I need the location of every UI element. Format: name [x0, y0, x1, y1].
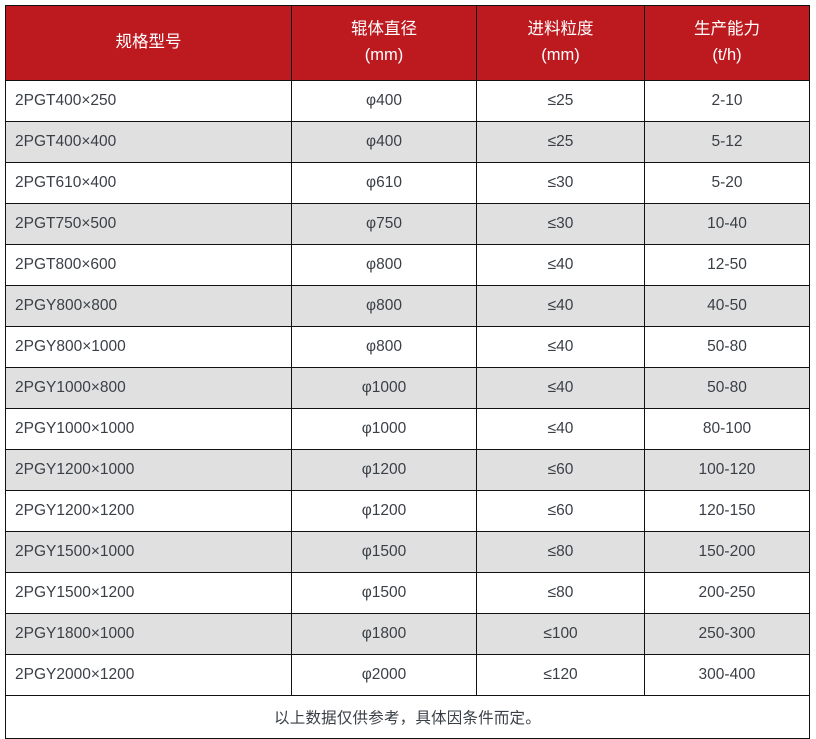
cell-model: 2PGY1500×1000 [5, 531, 292, 573]
cell-feed-size: ≤30 [476, 203, 645, 245]
cell-diameter: φ800 [291, 244, 477, 286]
cell-diameter: φ750 [291, 203, 477, 245]
table-header-row: 规格型号 辊体直径 (mm) 进料粒度 (mm) 生产能力 (t/h) [5, 5, 810, 81]
footer-note: 以上数据仅供参考，具体因条件而定。 [5, 695, 810, 739]
column-header-diameter: 辊体直径 (mm) [291, 5, 477, 81]
cell-capacity: 12-50 [644, 244, 810, 286]
cell-feed-size: ≤40 [476, 285, 645, 327]
cell-feed-size: ≤60 [476, 490, 645, 532]
cell-model: 2PGT400×250 [5, 80, 292, 122]
cell-model: 2PGT400×400 [5, 121, 292, 163]
table-row: 2PGY1000×1000 φ1000 ≤40 80-100 [5, 408, 810, 450]
cell-diameter: φ1200 [291, 490, 477, 532]
cell-feed-size: ≤100 [476, 613, 645, 655]
cell-model: 2PGY800×800 [5, 285, 292, 327]
cell-model: 2PGY1200×1000 [5, 449, 292, 491]
cell-diameter: φ800 [291, 285, 477, 327]
cell-model: 2PGT800×600 [5, 244, 292, 286]
table-body: 2PGT400×250 φ400 ≤25 2-10 2PGT400×400 φ400 ≤25… [5, 80, 810, 696]
column-header-capacity-title: 生产能力 [694, 20, 760, 39]
cell-diameter: φ1800 [291, 613, 477, 655]
cell-feed-size: ≤60 [476, 449, 645, 491]
specification-table: 规格型号 辊体直径 (mm) 进料粒度 (mm) 生产能力 (t/h) 2PGT… [5, 5, 810, 739]
cell-feed-size: ≤25 [476, 121, 645, 163]
cell-capacity: 40-50 [644, 285, 810, 327]
column-header-diameter-unit: (mm) [364, 46, 404, 64]
table-header: 规格型号 辊体直径 (mm) 进料粒度 (mm) 生产能力 (t/h) [5, 5, 810, 81]
table-row: 2PGY1000×800 φ1000 ≤40 50-80 [5, 367, 810, 409]
cell-feed-size: ≤40 [476, 244, 645, 286]
cell-model: 2PGT610×400 [5, 162, 292, 204]
cell-capacity: 5-12 [644, 121, 810, 163]
spec-table-container: 规格型号 辊体直径 (mm) 进料粒度 (mm) 生产能力 (t/h) 2PGT… [5, 5, 810, 739]
table-row: 2PGY1200×1200 φ1200 ≤60 120-150 [5, 490, 810, 532]
cell-capacity: 50-80 [644, 367, 810, 409]
cell-model: 2PGY1800×1000 [5, 613, 292, 655]
column-header-capacity-unit: (t/h) [712, 46, 742, 64]
cell-diameter: φ800 [291, 326, 477, 368]
cell-model: 2PGY800×1000 [5, 326, 292, 368]
table-footer: 以上数据仅供参考，具体因条件而定。 [5, 695, 810, 739]
cell-capacity: 80-100 [644, 408, 810, 450]
cell-feed-size: ≤40 [476, 408, 645, 450]
cell-diameter: φ1200 [291, 449, 477, 491]
cell-diameter: φ400 [291, 80, 477, 122]
cell-diameter: φ610 [291, 162, 477, 204]
table-row: 2PGY1200×1000 φ1200 ≤60 100-120 [5, 449, 810, 491]
cell-model: 2PGY1000×800 [5, 367, 292, 409]
cell-capacity: 5-20 [644, 162, 810, 204]
column-header-feed-size: 进料粒度 (mm) [476, 5, 645, 81]
cell-diameter: φ400 [291, 121, 477, 163]
column-header-capacity: 生产能力 (t/h) [644, 5, 810, 81]
cell-capacity: 150-200 [644, 531, 810, 573]
cell-diameter: φ2000 [291, 654, 477, 696]
table-row: 2PGY800×800 φ800 ≤40 40-50 [5, 285, 810, 327]
table-row: 2PGY800×1000 φ800 ≤40 50-80 [5, 326, 810, 368]
column-header-feed-size-unit: (mm) [541, 46, 580, 64]
table-row: 2PGT400×400 φ400 ≤25 5-12 [5, 121, 810, 163]
column-header-model: 规格型号 [5, 5, 292, 81]
cell-capacity: 200-250 [644, 572, 810, 614]
cell-capacity: 300-400 [644, 654, 810, 696]
cell-model: 2PGY1200×1200 [5, 490, 292, 532]
cell-capacity: 2-10 [644, 80, 810, 122]
table-row: 2PGY1500×1200 φ1500 ≤80 200-250 [5, 572, 810, 614]
table-row: 2PGT400×250 φ400 ≤25 2-10 [5, 80, 810, 122]
cell-feed-size: ≤25 [476, 80, 645, 122]
cell-feed-size: ≤80 [476, 531, 645, 573]
cell-feed-size: ≤40 [476, 367, 645, 409]
table-row: 2PGY2000×1200 φ2000 ≤120 300-400 [5, 654, 810, 696]
table-row: 2PGY1800×1000 φ1800 ≤100 250-300 [5, 613, 810, 655]
cell-feed-size: ≤40 [476, 326, 645, 368]
cell-diameter: φ1000 [291, 367, 477, 409]
cell-capacity: 100-120 [644, 449, 810, 491]
table-row: 2PGT750×500 φ750 ≤30 10-40 [5, 203, 810, 245]
column-header-model-title: 规格型号 [115, 33, 182, 52]
cell-capacity: 250-300 [644, 613, 810, 655]
cell-feed-size: ≤30 [476, 162, 645, 204]
cell-model: 2PGY2000×1200 [5, 654, 292, 696]
cell-diameter: φ1500 [291, 572, 477, 614]
cell-model: 2PGY1500×1200 [5, 572, 292, 614]
cell-diameter: φ1500 [291, 531, 477, 573]
cell-model: 2PGT750×500 [5, 203, 292, 245]
cell-capacity: 50-80 [644, 326, 810, 368]
cell-feed-size: ≤80 [476, 572, 645, 614]
table-row: 2PGT800×600 φ800 ≤40 12-50 [5, 244, 810, 286]
column-header-diameter-title: 辊体直径 [351, 20, 417, 39]
table-row: 2PGY1500×1000 φ1500 ≤80 150-200 [5, 531, 810, 573]
cell-capacity: 120-150 [644, 490, 810, 532]
table-row: 2PGT610×400 φ610 ≤30 5-20 [5, 162, 810, 204]
cell-feed-size: ≤120 [476, 654, 645, 696]
cell-capacity: 10-40 [644, 203, 810, 245]
cell-diameter: φ1000 [291, 408, 477, 450]
table-footer-row: 以上数据仅供参考，具体因条件而定。 [5, 695, 810, 739]
cell-model: 2PGY1000×1000 [5, 408, 292, 450]
column-header-feed-size-title: 进料粒度 [527, 20, 594, 39]
